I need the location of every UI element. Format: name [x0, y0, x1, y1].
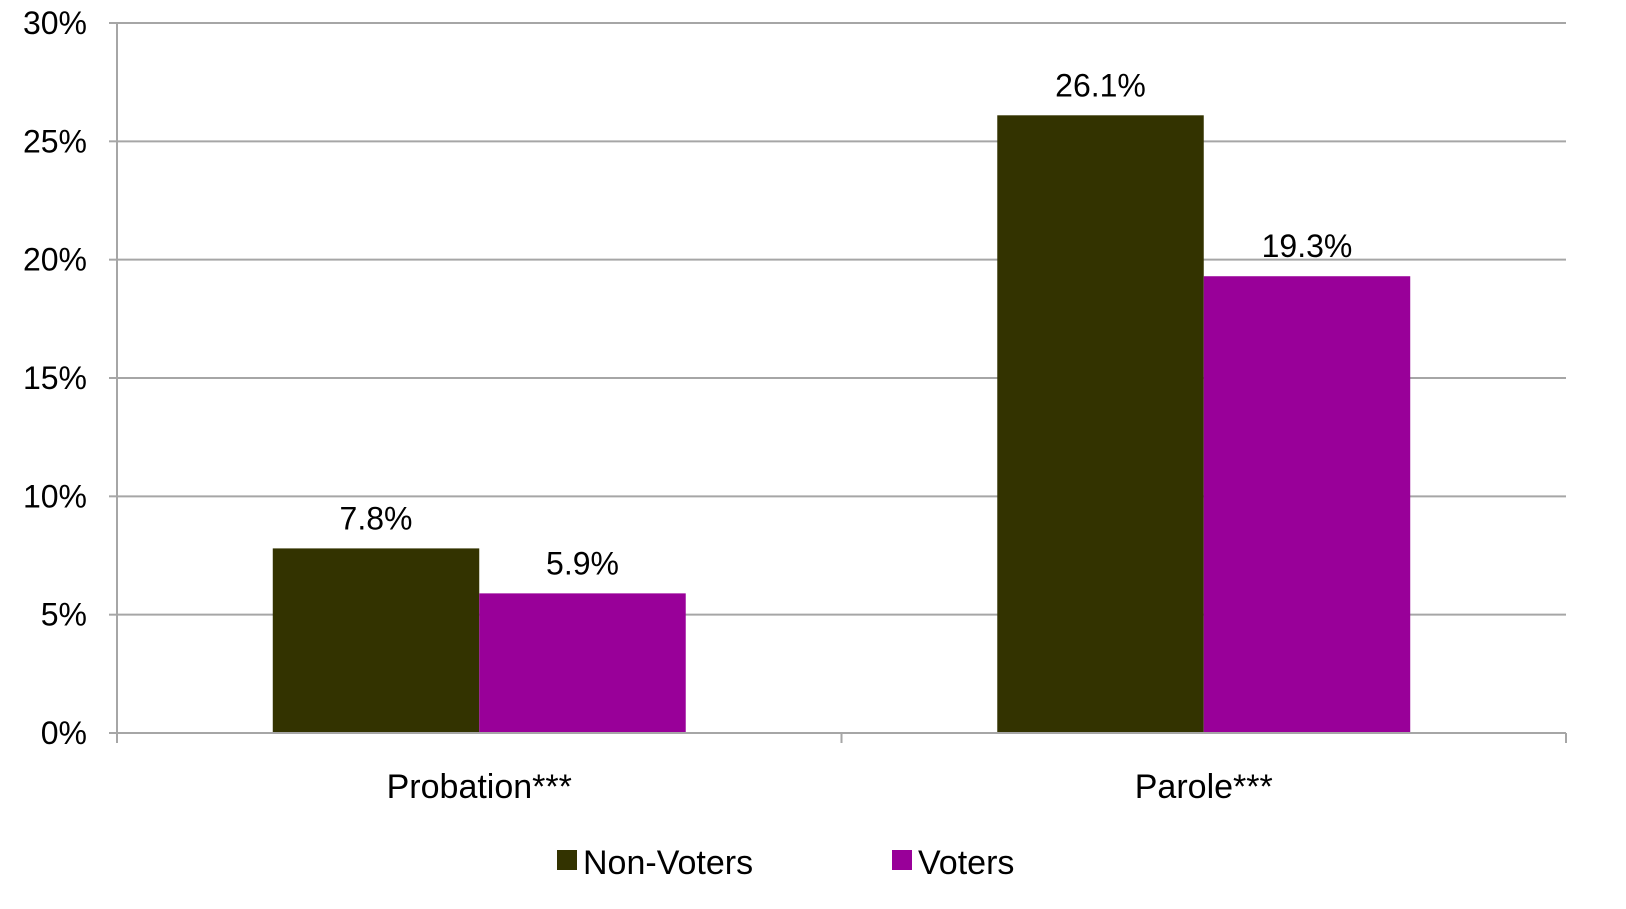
category-label: Parole*** — [1135, 768, 1273, 806]
legend-swatch — [557, 850, 577, 870]
y-tick-label: 0% — [41, 715, 87, 751]
y-tick-label: 25% — [23, 123, 87, 159]
y-tick-label: 30% — [23, 5, 87, 41]
y-tick-labels: 0% 5% 10% 15% 20% 25% 30% — [23, 5, 87, 751]
legend: Non-Voters Voters — [557, 844, 1014, 882]
y-tick-label: 10% — [23, 478, 87, 514]
legend-label: Voters — [918, 844, 1014, 882]
data-label: 5.9% — [546, 545, 619, 581]
bar-non-voters-0 — [272, 548, 480, 733]
axes — [109, 22, 1567, 743]
y-tick-label: 20% — [23, 242, 87, 278]
data-labels: 7.8% 5.9% 26.1% 19.3% — [340, 67, 1353, 581]
y-tick-label: 15% — [23, 360, 87, 396]
bar-voters-1 — [1203, 276, 1411, 733]
category-label: Probation*** — [387, 768, 572, 806]
data-label: 7.8% — [340, 500, 413, 536]
bar-non-voters-1 — [997, 115, 1204, 734]
legend-label: Non-Voters — [583, 844, 753, 882]
y-tick-label: 5% — [41, 597, 87, 633]
category-labels: Probation*** Parole*** — [387, 768, 1273, 806]
data-label: 26.1% — [1055, 67, 1146, 103]
legend-swatch — [892, 850, 912, 870]
data-label: 19.3% — [1262, 228, 1353, 264]
bars — [272, 115, 1411, 734]
bar-voters-0 — [479, 593, 686, 733]
